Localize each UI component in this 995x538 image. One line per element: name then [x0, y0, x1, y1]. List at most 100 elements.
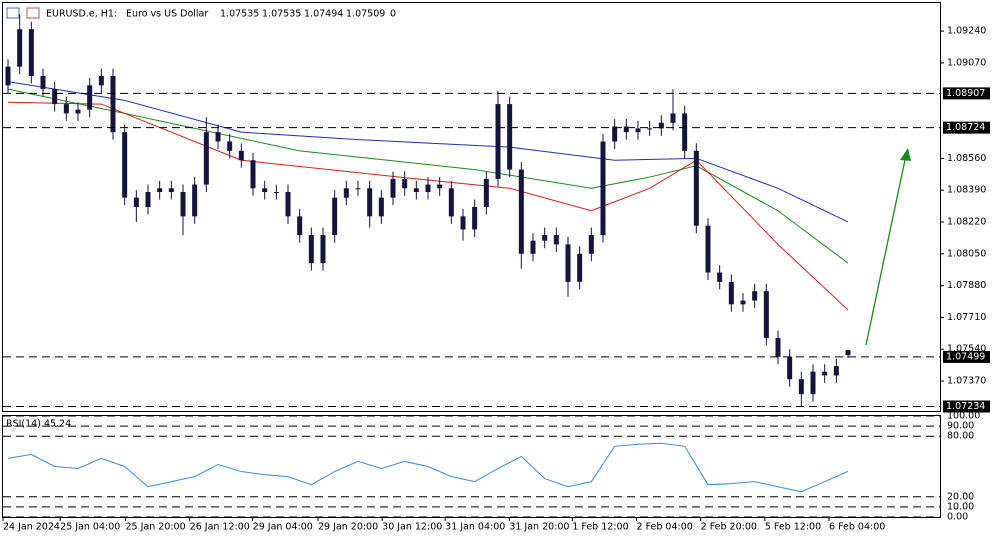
- candle-body: [297, 216, 303, 236]
- candle-body: [402, 178, 408, 189]
- candle-body: [180, 192, 186, 217]
- candle-body: [833, 366, 839, 376]
- y-tick-label: 1.07710: [947, 312, 986, 323]
- candle-body: [192, 184, 198, 217]
- candle-body: [822, 371, 828, 376]
- candle-body: [448, 188, 454, 217]
- candle-body: [320, 235, 326, 264]
- candle-body: [145, 192, 151, 207]
- symbol: EURUSD.e, H1:: [46, 9, 117, 20]
- candle-body: [332, 197, 338, 236]
- y-tick-label: 1.08390: [947, 185, 986, 196]
- candle-body: [775, 338, 781, 357]
- candle-body: [530, 240, 536, 254]
- candle-body: [110, 75, 116, 133]
- candle-body: [670, 113, 676, 123]
- low-value: 1.07494: [304, 9, 343, 20]
- candle-body: [588, 235, 594, 254]
- candle-body: [285, 192, 291, 217]
- candle-body: [425, 184, 431, 193]
- candle-body: [343, 188, 349, 198]
- y-tick-label: 1.07540: [947, 344, 986, 355]
- x-tick-label: 31 Jan 04:00: [445, 522, 505, 533]
- level-label-box: [943, 350, 990, 363]
- y-tick-label: 1.08050: [947, 248, 986, 259]
- close-value: 1.07509: [346, 9, 385, 20]
- icon: [6, 7, 20, 19]
- x-tick-label: 29 Jan 04:00: [253, 522, 313, 533]
- candle-body: [612, 126, 618, 142]
- candle-body: [262, 188, 268, 193]
- candle-body: [250, 160, 256, 189]
- y-tick-label: 20.00: [947, 491, 974, 502]
- candle-body: [483, 178, 489, 207]
- candle-body: [63, 104, 69, 114]
- candle-body: [740, 300, 746, 305]
- candle-body: [810, 371, 816, 395]
- candle-body: [600, 141, 606, 236]
- y-tick-label: 1.09070: [947, 57, 986, 68]
- y-tick-label: 1.08220: [947, 216, 986, 227]
- header: EURUSD.e, H1: Euro vs US Dollar 1.07535 …: [6, 7, 396, 20]
- candle-body: [472, 207, 478, 230]
- x-tick-label: 29 Jan 20:00: [318, 522, 378, 533]
- candle-body: [52, 89, 58, 105]
- candle-body: [495, 104, 501, 179]
- candle-body: [507, 104, 513, 170]
- x-tick-label: 25 Jan 04:00: [60, 522, 120, 533]
- candle-body: [28, 29, 34, 76]
- candle-body: [75, 109, 81, 114]
- level-label: 1.07234: [946, 401, 985, 412]
- candle-body: [752, 291, 758, 301]
- x-tick-label: 2 Feb 04:00: [637, 522, 693, 533]
- level-label-box: [943, 400, 990, 413]
- rsi-pane: [2, 415, 941, 518]
- y-tick-label: 0.00: [947, 512, 968, 523]
- moving-average: [7, 101, 849, 311]
- candle-body: [647, 128, 653, 130]
- x-tick-label: 2 Feb 20:00: [701, 522, 757, 533]
- candle-body: [157, 188, 163, 193]
- candle-body: [565, 244, 571, 282]
- y-tick-label: 100.00: [947, 411, 980, 422]
- x-tick-label: 6 Feb 04:00: [829, 522, 885, 533]
- candle-body: [367, 188, 373, 217]
- candle-body: [122, 132, 128, 198]
- y-tick-label: 1.08560: [947, 153, 986, 164]
- candle-body: [658, 122, 664, 129]
- candle-body: [308, 235, 314, 264]
- level-label-box: [943, 121, 990, 134]
- candle-body: [728, 281, 734, 305]
- x-tick-label: 24 Jan 2024: [3, 522, 60, 533]
- candle-body: [553, 235, 559, 245]
- arrow-line: [865, 154, 907, 346]
- open-value: 1.07535: [220, 9, 259, 20]
- trend-arrow: [865, 148, 911, 346]
- candle-body: [17, 29, 23, 67]
- candle-body: [355, 188, 361, 190]
- candle-body: [693, 150, 699, 226]
- level-label: 1.08907: [946, 88, 985, 99]
- candle-body: [215, 132, 221, 142]
- icon: [26, 7, 40, 19]
- moving-average: [7, 88, 849, 264]
- y-tick-label: 1.09240: [947, 26, 986, 37]
- y-tick-label: 80.00: [947, 431, 974, 442]
- candle-body: [682, 113, 688, 151]
- arrow-head: [900, 148, 911, 161]
- candle-body: [845, 350, 851, 356]
- candle-body: [203, 132, 209, 185]
- level-label: 1.08724: [946, 122, 985, 133]
- candle-body: [238, 150, 244, 161]
- x-tick-label: 25 Jan 20:00: [126, 522, 186, 533]
- candle-body: [133, 197, 139, 207]
- candle-body: [460, 216, 466, 230]
- candle-body: [787, 356, 793, 380]
- x-tick-label: 31 Jan 20:00: [509, 522, 569, 533]
- x-tick-label: 26 Jan 12:00: [190, 522, 250, 533]
- candle-body: [87, 85, 93, 110]
- candle-body: [518, 169, 524, 254]
- candle-body: [390, 178, 396, 198]
- candle-body: [542, 235, 548, 241]
